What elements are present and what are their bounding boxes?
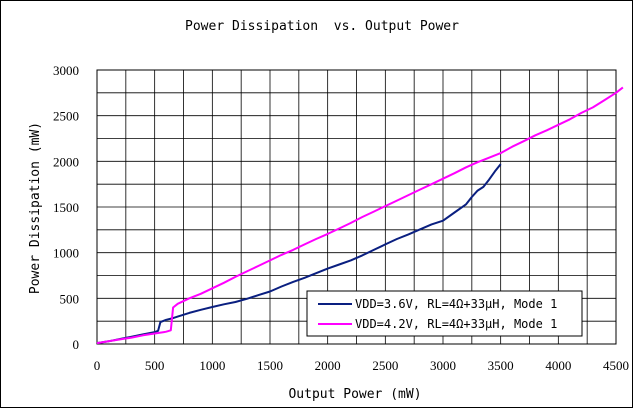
x-tick-label: 1000 (199, 358, 225, 373)
x-tick-label: 3500 (488, 358, 514, 373)
series-line-1 (96, 163, 502, 345)
y-tick-label: 1000 (53, 246, 79, 261)
y-tick-label: 2500 (53, 109, 79, 124)
y-axis-label: Power Dissipation (mW) (28, 122, 43, 294)
x-tick-label: 500 (145, 358, 165, 373)
y-tick-label: 2000 (53, 154, 79, 169)
series-line-2 (96, 86, 624, 345)
chart-title: Power Dissipation vs. Output Power (185, 19, 459, 34)
legend: VDD=3.6V, RL=4Ω+33µH, Mode 1 VDD=4.2V, R… (306, 290, 583, 337)
x-tick-label: 3000 (430, 358, 456, 373)
x-tick-label: 0 (94, 358, 101, 373)
x-axis-label: Output Power (mW) (288, 387, 421, 402)
x-tick-label: 4500 (603, 358, 629, 373)
x-tick-labels: 0 500 1000 1500 2000 2500 3000 3500 4000 4500 (94, 358, 629, 373)
y-tick-label: 1500 (53, 200, 79, 215)
legend-label-series-1: VDD=3.6V, RL=4Ω+33µH, Mode 1 (355, 297, 557, 311)
y-tick-labels: 0 500 1000 1500 2000 2500 3000 (53, 63, 79, 352)
y-tick-label: 0 (73, 337, 80, 352)
x-tick-label: 1500 (257, 358, 283, 373)
legend-label-series-2: VDD=4.2V, RL=4Ω+33µH, Mode 1 (355, 317, 557, 331)
legend-box (306, 290, 583, 337)
y-tick-label: 500 (60, 291, 80, 306)
x-tick-label: 4000 (545, 358, 571, 373)
x-tick-label: 2500 (372, 358, 398, 373)
series-layer (96, 86, 624, 345)
y-tick-label: 3000 (53, 63, 79, 78)
x-tick-label: 2000 (315, 358, 341, 373)
